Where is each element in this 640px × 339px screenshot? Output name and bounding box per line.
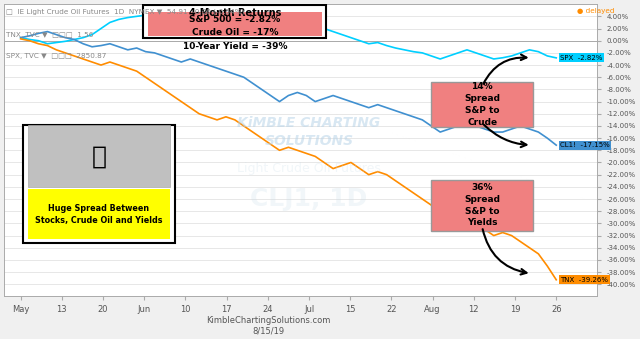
Text: 4-Month Returns: 4-Month Returns [189, 8, 281, 18]
Text: CLJ1, 1D: CLJ1, 1D [250, 187, 367, 211]
FancyBboxPatch shape [143, 5, 326, 38]
FancyBboxPatch shape [431, 82, 533, 127]
Text: Huge Spread Between
Stocks, Crude Oil and Yields: Huge Spread Between Stocks, Crude Oil an… [35, 203, 163, 225]
Text: CL1!  -17.15%: CL1! -17.15% [561, 142, 610, 148]
Text: 🐟: 🐟 [92, 144, 106, 168]
Text: KimbleChartingSolutions.com
8/15/19: KimbleChartingSolutions.com 8/15/19 [207, 316, 331, 336]
Text: SPX  -2.82%: SPX -2.82% [561, 55, 603, 61]
Text: 14%
Spread
S&P to
Crude: 14% Spread S&P to Crude [464, 82, 500, 127]
Text: TNX, TVC ▼  □□□  1.56: TNX, TVC ▼ □□□ 1.56 [6, 32, 94, 38]
FancyBboxPatch shape [28, 189, 170, 239]
Text: SPX, TVC ▼  □□□  2850.87: SPX, TVC ▼ □□□ 2850.87 [6, 53, 107, 59]
Text: ● delayed: ● delayed [577, 8, 614, 15]
Text: TNX  -39.26%: TNX -39.26% [561, 277, 609, 283]
Text: Light Crude Oil Futures: Light Crude Oil Futures [237, 162, 381, 175]
Text: □  IE Light Crude Oil Futures  1D  NYMEX ▼  54.91  -0.30 (-0.54%): □ IE Light Crude Oil Futures 1D NYMEX ▼ … [6, 8, 244, 15]
FancyBboxPatch shape [28, 125, 170, 187]
FancyBboxPatch shape [431, 180, 533, 231]
FancyBboxPatch shape [148, 12, 322, 36]
FancyBboxPatch shape [23, 125, 175, 243]
Text: S&P 500 = -2.82%
Crude Oil = -17%
10-Year Yield = -39%: S&P 500 = -2.82% Crude Oil = -17% 10-Yea… [182, 15, 287, 51]
Text: 36%
Spread
S&P to
Yields: 36% Spread S&P to Yields [464, 183, 500, 227]
Text: KiMBLE CHARTING
SOLUTIONS: KiMBLE CHARTING SOLUTIONS [237, 116, 381, 148]
